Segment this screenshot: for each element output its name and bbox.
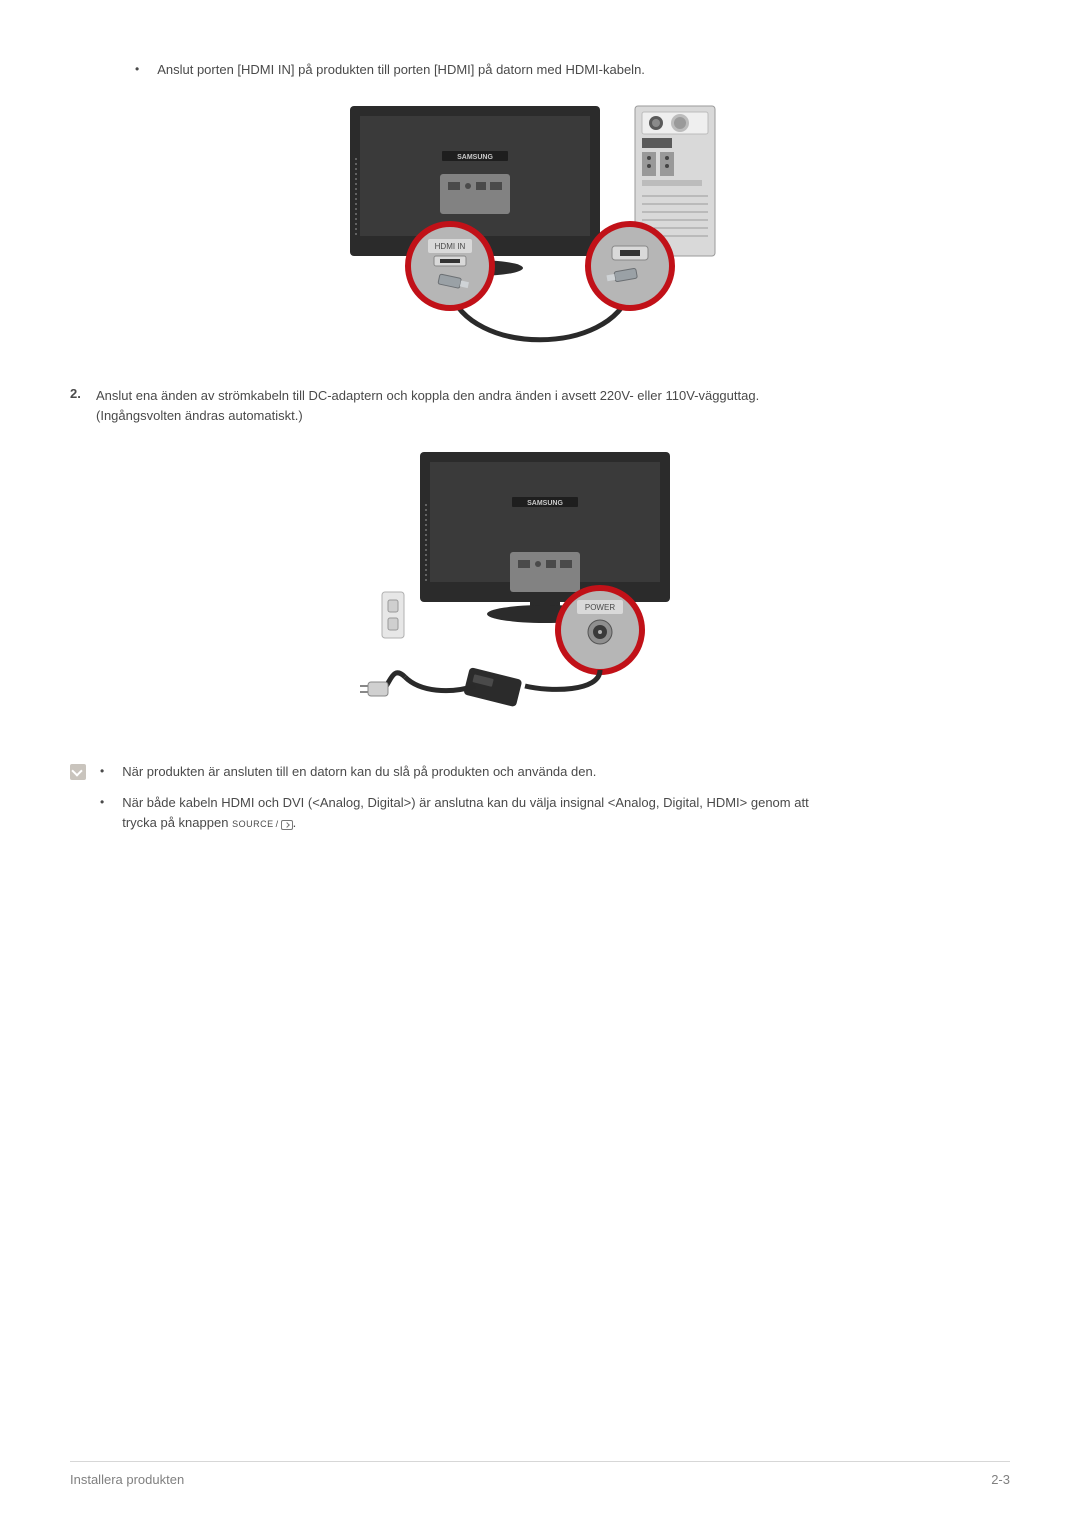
bullet-dot-icon: • (135, 60, 139, 78)
bullet-dot-icon: • (100, 762, 104, 780)
footer-right: 2-3 (991, 1472, 1010, 1487)
step2-block: 2. Anslut ena änden av strömkabeln till … (70, 386, 1010, 426)
step1-bullet: • Anslut porten [HDMI IN] på produkten t… (135, 60, 1010, 80)
page-footer: Installera produkten 2-3 (70, 1461, 1010, 1487)
note-item-2: • När både kabeln HDMI och DVI (<Analog,… (100, 793, 1010, 833)
step1-text: Anslut porten [HDMI IN] på produkten til… (157, 60, 645, 80)
power-diagram-svg: SAMSUNG POWER (350, 442, 730, 722)
step2-text: Anslut ena änden av strömkabeln till DC-… (96, 386, 759, 426)
step2-line1: Anslut ena änden av strömkabeln till DC-… (96, 388, 759, 403)
note-block: • När produkten är ansluten till en dato… (70, 762, 1010, 842)
step2-line2: (Ingångsvolten ändras automatiskt.) (96, 408, 303, 423)
source-text: SOURCE (232, 818, 274, 832)
figure-power: SAMSUNG POWER (70, 442, 1010, 722)
note1-text: När produkten är ansluten till en datorn… (122, 762, 596, 782)
note-item-1: • När produkten är ansluten till en dato… (100, 762, 1010, 782)
hdmi-port-label: HDMI IN (435, 242, 466, 251)
enter-icon (281, 820, 293, 830)
power-port-label: POWER (585, 603, 615, 612)
footer-left: Installera produkten (70, 1472, 184, 1487)
note2-text: När både kabeln HDMI och DVI (<Analog, D… (122, 793, 808, 833)
brand-text: SAMSUNG (457, 154, 493, 161)
note2-line1: När både kabeln HDMI och DVI (<Analog, D… (122, 795, 808, 810)
brand-text-2: SAMSUNG (527, 500, 563, 507)
bullet-dot-icon: • (100, 793, 104, 811)
note-icon (70, 764, 86, 780)
source-button-label: SOURCE/ (232, 818, 293, 832)
hdmi-diagram-svg: SAMSUNG (330, 96, 750, 346)
note2-line2: trycka på knappen (122, 815, 232, 830)
figure-hdmi: SAMSUNG (70, 96, 1010, 346)
step2-number: 2. (70, 386, 86, 401)
